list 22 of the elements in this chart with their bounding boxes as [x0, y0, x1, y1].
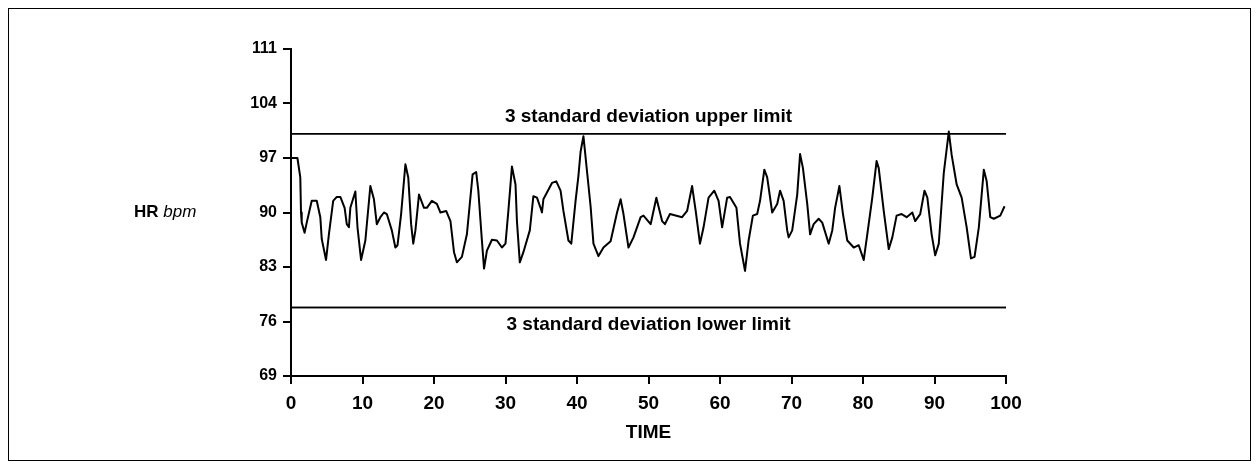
y-tick-label: 83: [259, 257, 278, 275]
y-axis-title: HR bpm: [134, 202, 197, 222]
x-tick-label: 50: [637, 391, 660, 413]
y-tick-label: 90: [259, 202, 278, 220]
ref-line-label: 3 standard deviation lower limit: [506, 313, 792, 335]
y-tick-label: 76: [259, 311, 278, 329]
x-tick-label: 0: [285, 391, 297, 413]
y-tick-label: 104: [250, 93, 278, 111]
x-tick-label: 10: [351, 391, 374, 413]
y-tick-label: 97: [259, 148, 278, 166]
x-tick-label: 80: [852, 391, 874, 413]
y-tick-label: 111: [252, 39, 278, 57]
y-tick-label: 69: [259, 366, 278, 384]
x-axis-title: TIME: [625, 420, 672, 442]
x-tick-label: 40: [566, 391, 588, 413]
x-tick-label: 100: [990, 391, 1022, 413]
ref-line-label: 3 standard deviation upper limit: [504, 104, 793, 126]
x-tick-label: 30: [494, 391, 517, 413]
x-tick-label: 70: [780, 391, 803, 413]
x-tick-label: 20: [423, 391, 445, 413]
x-tick-label: 90: [923, 391, 946, 413]
x-tick-label: 60: [709, 391, 731, 413]
